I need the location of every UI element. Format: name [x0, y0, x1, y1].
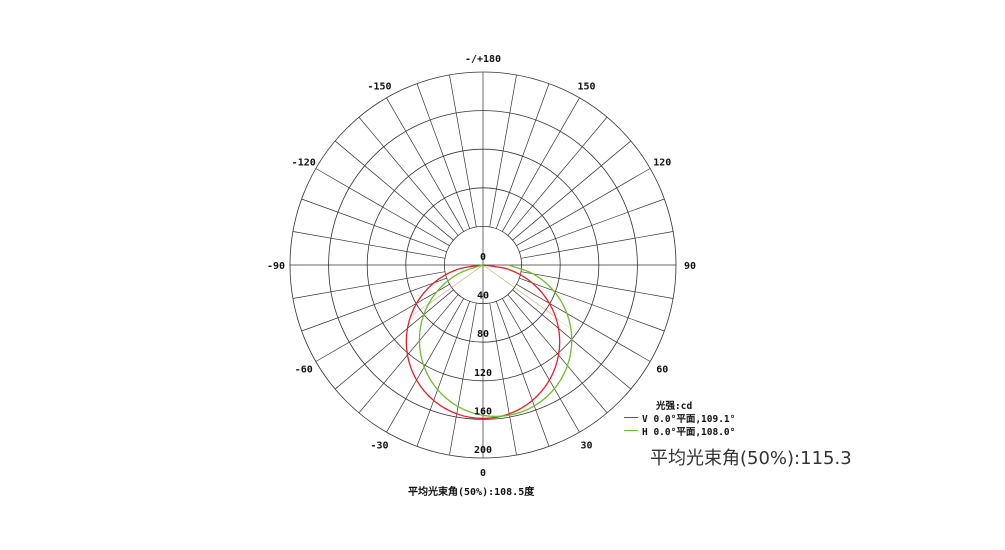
- grid-ring: [405, 187, 561, 343]
- angle-label: 30: [580, 440, 592, 451]
- angle-label: 60: [656, 365, 668, 376]
- radial-tick-label: 120: [474, 368, 492, 379]
- grid-ring: [289, 71, 677, 459]
- angle-label: -30: [370, 440, 388, 451]
- radial-tick-label: 40: [477, 291, 489, 302]
- legend-item-v: V 0.0°平面,109.1°: [624, 411, 735, 425]
- radial-tick-label: 0: [480, 252, 486, 263]
- angle-label: 120: [653, 158, 671, 169]
- grid-ring: [328, 110, 638, 420]
- series-curve-1: [418, 263, 573, 418]
- beam-angle-overlay: 平均光束角(50%):115.3: [650, 448, 852, 469]
- radial-tick-label: 80: [477, 329, 489, 340]
- radial-tick-label: 200: [474, 445, 492, 456]
- angle-label: -150: [367, 82, 391, 93]
- legend: 光强:cd V 0.0°平面,109.1° H 0.0°平面,108.0°: [624, 398, 735, 438]
- angle-label: -90: [267, 261, 285, 272]
- angle-label: -/+180: [465, 54, 501, 65]
- angle-label: 150: [577, 82, 595, 93]
- angle-label: 0: [480, 468, 486, 479]
- beam-angle-line: [410, 264, 484, 317]
- beam-angle-line: [482, 264, 556, 317]
- grid-ring: [443, 225, 522, 304]
- angle-label: -120: [292, 158, 316, 169]
- legend-swatch: [624, 430, 638, 431]
- angle-label: -60: [295, 365, 313, 376]
- average-beam-angle-label: 平均光束角(50%):108.5度: [408, 487, 535, 498]
- beam-angle-line: [482, 264, 571, 329]
- radial-tick-label: 160: [474, 406, 492, 417]
- legend-swatch: [624, 417, 638, 418]
- beam-angle-line: [427, 264, 484, 306]
- legend-item-h: H 0.0°平面,108.0°: [624, 424, 735, 438]
- angle-label: 90: [684, 261, 696, 272]
- grid-ring: [366, 148, 600, 382]
- legend-title: 光强:cd: [656, 401, 693, 412]
